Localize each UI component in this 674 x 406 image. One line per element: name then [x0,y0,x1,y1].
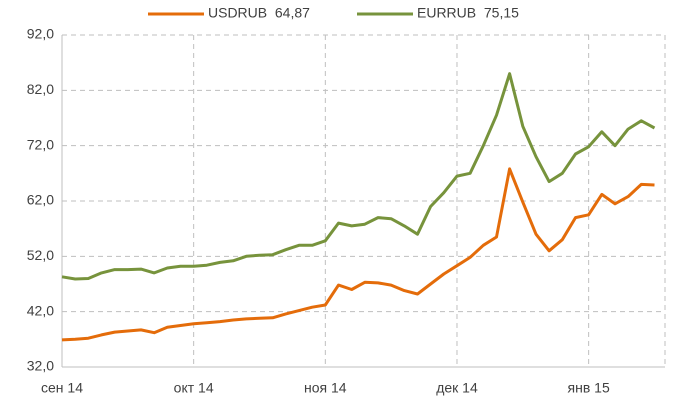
y-tick-label: 42,0 [27,302,54,318]
x-tick-label: окт 14 [174,380,214,396]
line-series [61,72,656,281]
y-tick-label: 72,0 [27,136,54,152]
y-tick-label: 62,0 [27,192,54,208]
y-tick-label: 82,0 [27,81,54,97]
y-tick-label: 92,0 [27,26,54,42]
x-tick-label: дек 14 [436,380,478,396]
x-tick-label: сен 14 [41,380,83,396]
y-tick-label: 32,0 [27,358,54,374]
legend-label: EURRUB 75,15 [417,5,519,21]
line-series [61,167,655,342]
x-tick-label: ноя 14 [304,380,347,396]
x-tick-label: янв 15 [568,380,610,396]
legend-label: USDRUB 64,87 [208,5,310,21]
y-tick-label: 52,0 [27,247,54,263]
